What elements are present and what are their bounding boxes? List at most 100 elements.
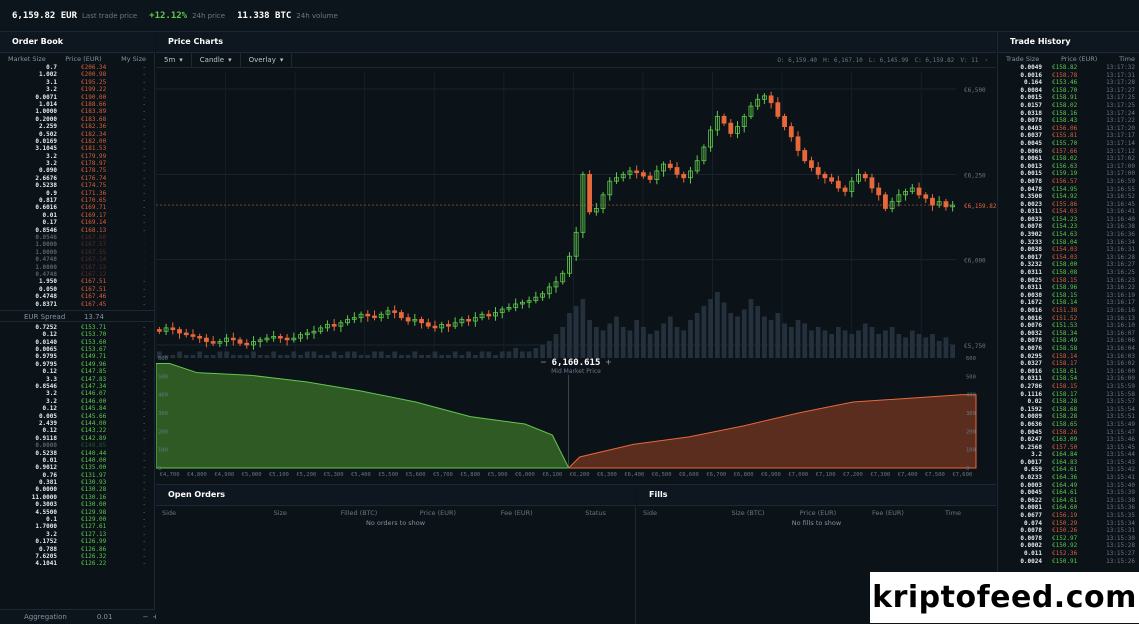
order-book-row[interactable]: 2.6676 €176.74 - bbox=[0, 175, 154, 182]
order-book-row[interactable]: 0.4748 €167.46 - bbox=[0, 293, 154, 300]
order-book-row[interactable]: 0.005 €145.66 - bbox=[0, 413, 154, 420]
order-book-row[interactable]: 0.0000 €140.85 - bbox=[0, 442, 154, 449]
order-book-row[interactable]: 0.12 €145.84 - bbox=[0, 405, 154, 412]
order-book-row[interactable]: 1.0000 €167.57 - bbox=[0, 241, 154, 248]
my-size: - bbox=[142, 86, 146, 94]
minus-icon[interactable]: − bbox=[142, 612, 149, 621]
order-book-row[interactable]: 3.1045 €181.53 - bbox=[0, 145, 154, 152]
price: €190.00 bbox=[81, 93, 107, 101]
price: €167.51 bbox=[81, 278, 107, 286]
order-book-row[interactable]: 0.050 €167.51 - bbox=[0, 286, 154, 293]
order-book-row[interactable]: 0.817 €170.65 - bbox=[0, 197, 154, 204]
order-book-row[interactable]: 1.002 €200.98 - bbox=[0, 71, 154, 78]
market-size: 3.2 bbox=[46, 390, 57, 398]
order-book-row[interactable]: 0.7 €206.34 - bbox=[0, 64, 154, 71]
order-book-row[interactable]: 3.2 €146.07 - bbox=[0, 390, 154, 397]
order-book-row[interactable]: 0.0546 €167.60 - bbox=[0, 234, 154, 241]
order-book-row[interactable]: 0.0000 €130.28 - bbox=[0, 486, 154, 493]
order-book-row[interactable]: 4.1041 €126.22 - bbox=[0, 560, 154, 567]
plus-icon[interactable]: + bbox=[600, 358, 612, 368]
trade-size: 0.0233 bbox=[1020, 474, 1042, 482]
order-book-row[interactable]: 0.381 €130.93 - bbox=[0, 479, 154, 486]
col-my-size: My Size bbox=[121, 55, 146, 63]
overlay-select[interactable]: Overlay ▾ bbox=[241, 52, 293, 68]
candlestick-chart[interactable]: €6,500€6,250€6,000€5,75002:004:005:006:0… bbox=[156, 68, 996, 380]
ask-list: 0.7 €206.34 - 1.002 €200.98 - 3.1 €195.25 - 3.2 €1… bbox=[0, 64, 154, 308]
order-book-row[interactable]: 0.1 €129.00 - bbox=[0, 516, 154, 523]
order-book-row[interactable]: 7.6205 €126.32 - bbox=[0, 553, 154, 560]
order-book-row[interactable]: 3.1 €195.25 - bbox=[0, 79, 154, 86]
trade-price: €158.08 bbox=[1052, 269, 1078, 277]
y-tick-label: €6,250 bbox=[964, 172, 986, 179]
order-book-row[interactable]: 0.9795 €149.71 - bbox=[0, 353, 154, 360]
order-book-row[interactable]: 3.2 €178.97 - bbox=[0, 160, 154, 167]
order-book-row[interactable]: 1.0000 €167.55 - bbox=[0, 249, 154, 256]
order-book-row[interactable]: 0.8371 €167.45 - bbox=[0, 301, 154, 308]
my-size: - bbox=[142, 293, 146, 301]
candle-body bbox=[506, 307, 512, 310]
order-book-row[interactable]: 0.01 €169.17 - bbox=[0, 212, 154, 219]
order-book-row[interactable]: 0.76 €131.97 - bbox=[0, 472, 154, 479]
order-book-row[interactable]: 0.0065 €153.67 - bbox=[0, 346, 154, 353]
order-book-row[interactable]: 3.2 €146.00 - bbox=[0, 398, 154, 405]
order-book-row[interactable]: 0.9 €171.36 - bbox=[0, 190, 154, 197]
order-book-row[interactable]: 0.0169 €182.00 - bbox=[0, 138, 154, 145]
order-book-row[interactable]: 0.17 €169.14 - bbox=[0, 219, 154, 226]
my-size: - bbox=[142, 516, 146, 524]
order-book-row[interactable]: 3.2 €199.22 - bbox=[0, 86, 154, 93]
chevron-right-icon[interactable]: › bbox=[984, 56, 988, 64]
order-book-row[interactable]: 0.3003 €130.00 - bbox=[0, 501, 154, 508]
y-tick-label: 400 bbox=[158, 393, 168, 399]
order-book-row[interactable]: 0.6016 €169.71 - bbox=[0, 204, 154, 211]
order-book-row[interactable]: 0.4748 €167.12 - bbox=[0, 271, 154, 278]
order-book-row[interactable]: 11.0000 €130.16 - bbox=[0, 494, 154, 501]
order-book-row[interactable]: 1.0000 €183.89 - bbox=[0, 108, 154, 115]
order-book-row[interactable]: 3.2 €179.99 - bbox=[0, 153, 154, 160]
candle-body bbox=[903, 191, 908, 196]
order-book-row[interactable]: 2.439 €144.00 - bbox=[0, 420, 154, 427]
order-book-row[interactable]: 0.8546 €168.13 - bbox=[0, 227, 154, 234]
order-book-row[interactable]: 0.0071 €190.00 - bbox=[0, 94, 154, 101]
my-size: - bbox=[142, 123, 146, 131]
order-book-row[interactable]: 0.788 €126.86 - bbox=[0, 546, 154, 553]
order-book-row[interactable]: 3.2 €127.13 - bbox=[0, 531, 154, 538]
order-book-row[interactable]: 0.5238 €174.75 - bbox=[0, 182, 154, 189]
order-book-row[interactable]: 0.12 €153.70 - bbox=[0, 331, 154, 338]
order-book-row[interactable]: 1.7000 €127.61 - bbox=[0, 523, 154, 530]
order-book-row[interactable]: 4.5500 €129.98 - bbox=[0, 509, 154, 516]
col-time: Time bbox=[1119, 55, 1135, 63]
order-book-row[interactable]: 1.0000 €167.13 - bbox=[0, 264, 154, 271]
order-book-row[interactable]: 0.4748 €167.14 - bbox=[0, 256, 154, 263]
trade-size: 0.0045 bbox=[1020, 489, 1042, 497]
volume-bar bbox=[815, 327, 821, 362]
order-book-row[interactable]: 2.259 €182.36 - bbox=[0, 123, 154, 130]
order-book-row[interactable]: 0.5238 €140.44 - bbox=[0, 450, 154, 457]
order-book-row[interactable]: 0.7252 €153.71 - bbox=[0, 324, 154, 331]
order-book-row[interactable]: 0.12 €147.85 - bbox=[0, 368, 154, 375]
order-book-row[interactable]: 0.1752 €126.99 - bbox=[0, 538, 154, 545]
x-tick-label: €7,500 bbox=[925, 472, 945, 478]
order-book-row[interactable]: 0.9795 €149.96 - bbox=[0, 361, 154, 368]
interval-select[interactable]: 5m ▾ bbox=[156, 52, 192, 68]
market-size: 0.12 bbox=[42, 427, 57, 435]
order-book-row[interactable]: 0.9012 €135.00 - bbox=[0, 464, 154, 471]
order-book-row[interactable]: 0.090 €178.75 - bbox=[0, 167, 154, 174]
volume-bar bbox=[762, 316, 767, 362]
market-size: 0.4748 bbox=[35, 270, 57, 278]
order-book-row[interactable]: 0.2000 €183.68 - bbox=[0, 116, 154, 123]
order-book-row[interactable]: 0.01 €140.00 - bbox=[0, 457, 154, 464]
plus-icon[interactable]: + bbox=[152, 613, 158, 621]
minus-icon[interactable]: − bbox=[540, 358, 552, 368]
order-book-row[interactable]: 0.12 €143.22 - bbox=[0, 427, 154, 434]
trade-price: €158.68 bbox=[1052, 405, 1078, 413]
order-book-row[interactable]: 0.8546 €147.34 - bbox=[0, 383, 154, 390]
order-book-row[interactable]: 0.9118 €142.89 - bbox=[0, 435, 154, 442]
order-book-row[interactable]: 1.014 €188.66 - bbox=[0, 101, 154, 108]
order-book-row[interactable]: 0.0140 €153.60 - bbox=[0, 339, 154, 346]
volume-bar bbox=[634, 320, 640, 362]
order-book-row[interactable]: 3.3 €147.83 - bbox=[0, 376, 154, 383]
order-book-row[interactable]: 0.502 €182.34 - bbox=[0, 131, 154, 138]
chart-type-select[interactable]: Candle ▾ bbox=[192, 52, 241, 68]
order-book-row[interactable]: 1.950 €167.51 - bbox=[0, 278, 154, 285]
